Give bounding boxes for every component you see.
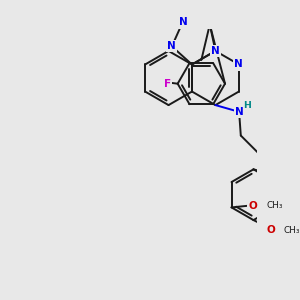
Text: N: N [235, 107, 244, 117]
Text: F: F [164, 79, 171, 89]
Text: N: N [167, 41, 176, 51]
Text: N: N [211, 46, 220, 56]
Text: CH₃: CH₃ [266, 201, 283, 210]
Text: CH₃: CH₃ [284, 226, 300, 235]
Text: O: O [266, 225, 275, 235]
Text: H: H [244, 100, 251, 109]
Text: N: N [178, 17, 187, 27]
Text: O: O [248, 201, 257, 211]
Text: N: N [235, 59, 243, 70]
